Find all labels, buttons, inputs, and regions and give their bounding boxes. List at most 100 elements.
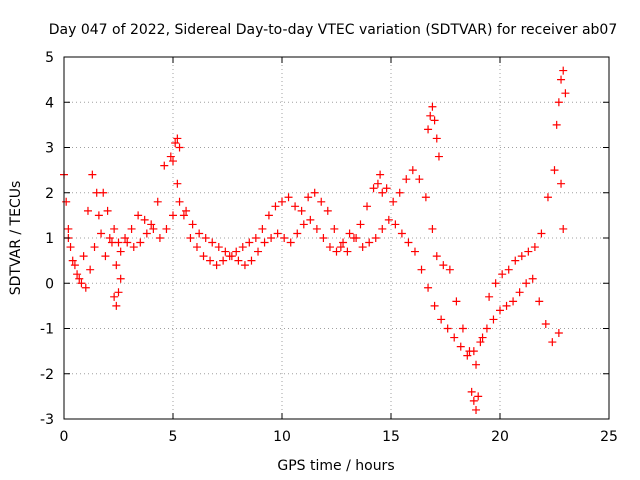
data-point — [469, 347, 478, 356]
data-point — [116, 274, 125, 283]
data-point — [382, 184, 391, 193]
data-point — [358, 243, 367, 252]
data-point — [430, 301, 439, 310]
data-point — [112, 261, 121, 270]
y-tick-label: -1 — [40, 322, 54, 338]
data-point — [373, 179, 382, 188]
data-point — [437, 315, 446, 324]
y-tick-label: 5 — [45, 50, 54, 66]
data-point — [432, 134, 441, 143]
data-point — [116, 247, 125, 256]
data-point — [432, 252, 441, 261]
x-axis: 0 5 10 15 20 25 — [60, 57, 618, 445]
data-point — [97, 229, 106, 238]
data-point — [114, 288, 123, 297]
data-points — [60, 66, 570, 414]
data-point — [395, 188, 404, 197]
data-point — [284, 193, 293, 202]
data-point — [188, 220, 197, 229]
data-point — [94, 211, 103, 220]
data-point — [221, 247, 230, 256]
data-point — [121, 234, 130, 242]
series-trace-2 — [64, 188, 563, 360]
data-point — [251, 234, 260, 242]
y-tick-label: 3 — [45, 141, 54, 157]
data-point — [496, 306, 504, 315]
data-point — [186, 234, 195, 242]
data-point — [214, 243, 223, 252]
data-point — [509, 297, 518, 306]
data-point — [171, 138, 180, 147]
data-point — [90, 243, 99, 252]
data-point — [160, 161, 169, 170]
data-point — [127, 224, 136, 233]
x-tick-label: 25 — [600, 429, 618, 445]
data-point — [417, 265, 426, 274]
data-point — [474, 392, 483, 401]
data-point — [312, 224, 321, 233]
data-point — [267, 234, 276, 242]
data-point — [502, 301, 511, 310]
data-point — [504, 265, 513, 274]
data-point — [245, 238, 254, 247]
data-point — [175, 197, 184, 206]
data-point — [428, 102, 437, 111]
y-tick-label: -2 — [40, 367, 54, 383]
y-axis: -3 -2 -1 0 1 2 3 4 5 — [40, 50, 609, 428]
data-point — [173, 179, 182, 188]
data-point — [129, 243, 138, 252]
data-point — [554, 98, 563, 107]
data-point — [522, 279, 531, 288]
data-point — [136, 238, 145, 247]
data-point — [88, 170, 97, 179]
data-point — [195, 229, 204, 238]
data-point — [352, 234, 361, 242]
data-point — [110, 292, 119, 301]
y-tick-label: -3 — [40, 412, 54, 428]
data-point — [260, 238, 269, 247]
data-point — [147, 220, 156, 229]
data-point — [339, 238, 348, 247]
data-point — [524, 247, 533, 256]
data-point — [299, 220, 308, 229]
data-point — [238, 243, 247, 252]
data-point — [415, 175, 424, 184]
data-point — [472, 405, 481, 414]
data-point — [103, 206, 112, 215]
chart-title: Day 047 of 2022, Sidereal Day-to-day VTE… — [49, 22, 618, 38]
series-trace-1 — [60, 152, 568, 369]
data-point — [286, 238, 295, 247]
data-point — [456, 342, 465, 351]
data-point — [389, 197, 398, 206]
data-point — [515, 288, 524, 297]
data-point — [489, 315, 498, 324]
data-point — [323, 206, 332, 215]
y-tick-label: 1 — [45, 231, 54, 247]
data-point — [478, 333, 487, 342]
data-point — [73, 270, 82, 279]
data-point — [306, 215, 315, 224]
data-point — [369, 184, 378, 193]
data-point — [101, 252, 110, 261]
data-point — [280, 234, 289, 242]
data-point — [81, 283, 90, 292]
data-point — [485, 292, 494, 301]
x-tick-label: 0 — [60, 429, 69, 445]
data-point — [557, 75, 566, 84]
data-point — [264, 211, 273, 220]
data-point — [550, 166, 559, 175]
data-point — [336, 243, 345, 252]
data-point — [482, 324, 491, 333]
data-point — [376, 170, 385, 179]
data-point — [153, 197, 162, 206]
x-tick-label: 10 — [273, 429, 291, 445]
data-point — [345, 229, 354, 238]
data-point — [99, 188, 108, 197]
data-point — [62, 197, 71, 206]
data-point — [64, 224, 73, 233]
data-point — [557, 179, 566, 188]
data-point — [424, 283, 433, 292]
data-point — [192, 243, 201, 252]
data-point — [291, 202, 300, 211]
